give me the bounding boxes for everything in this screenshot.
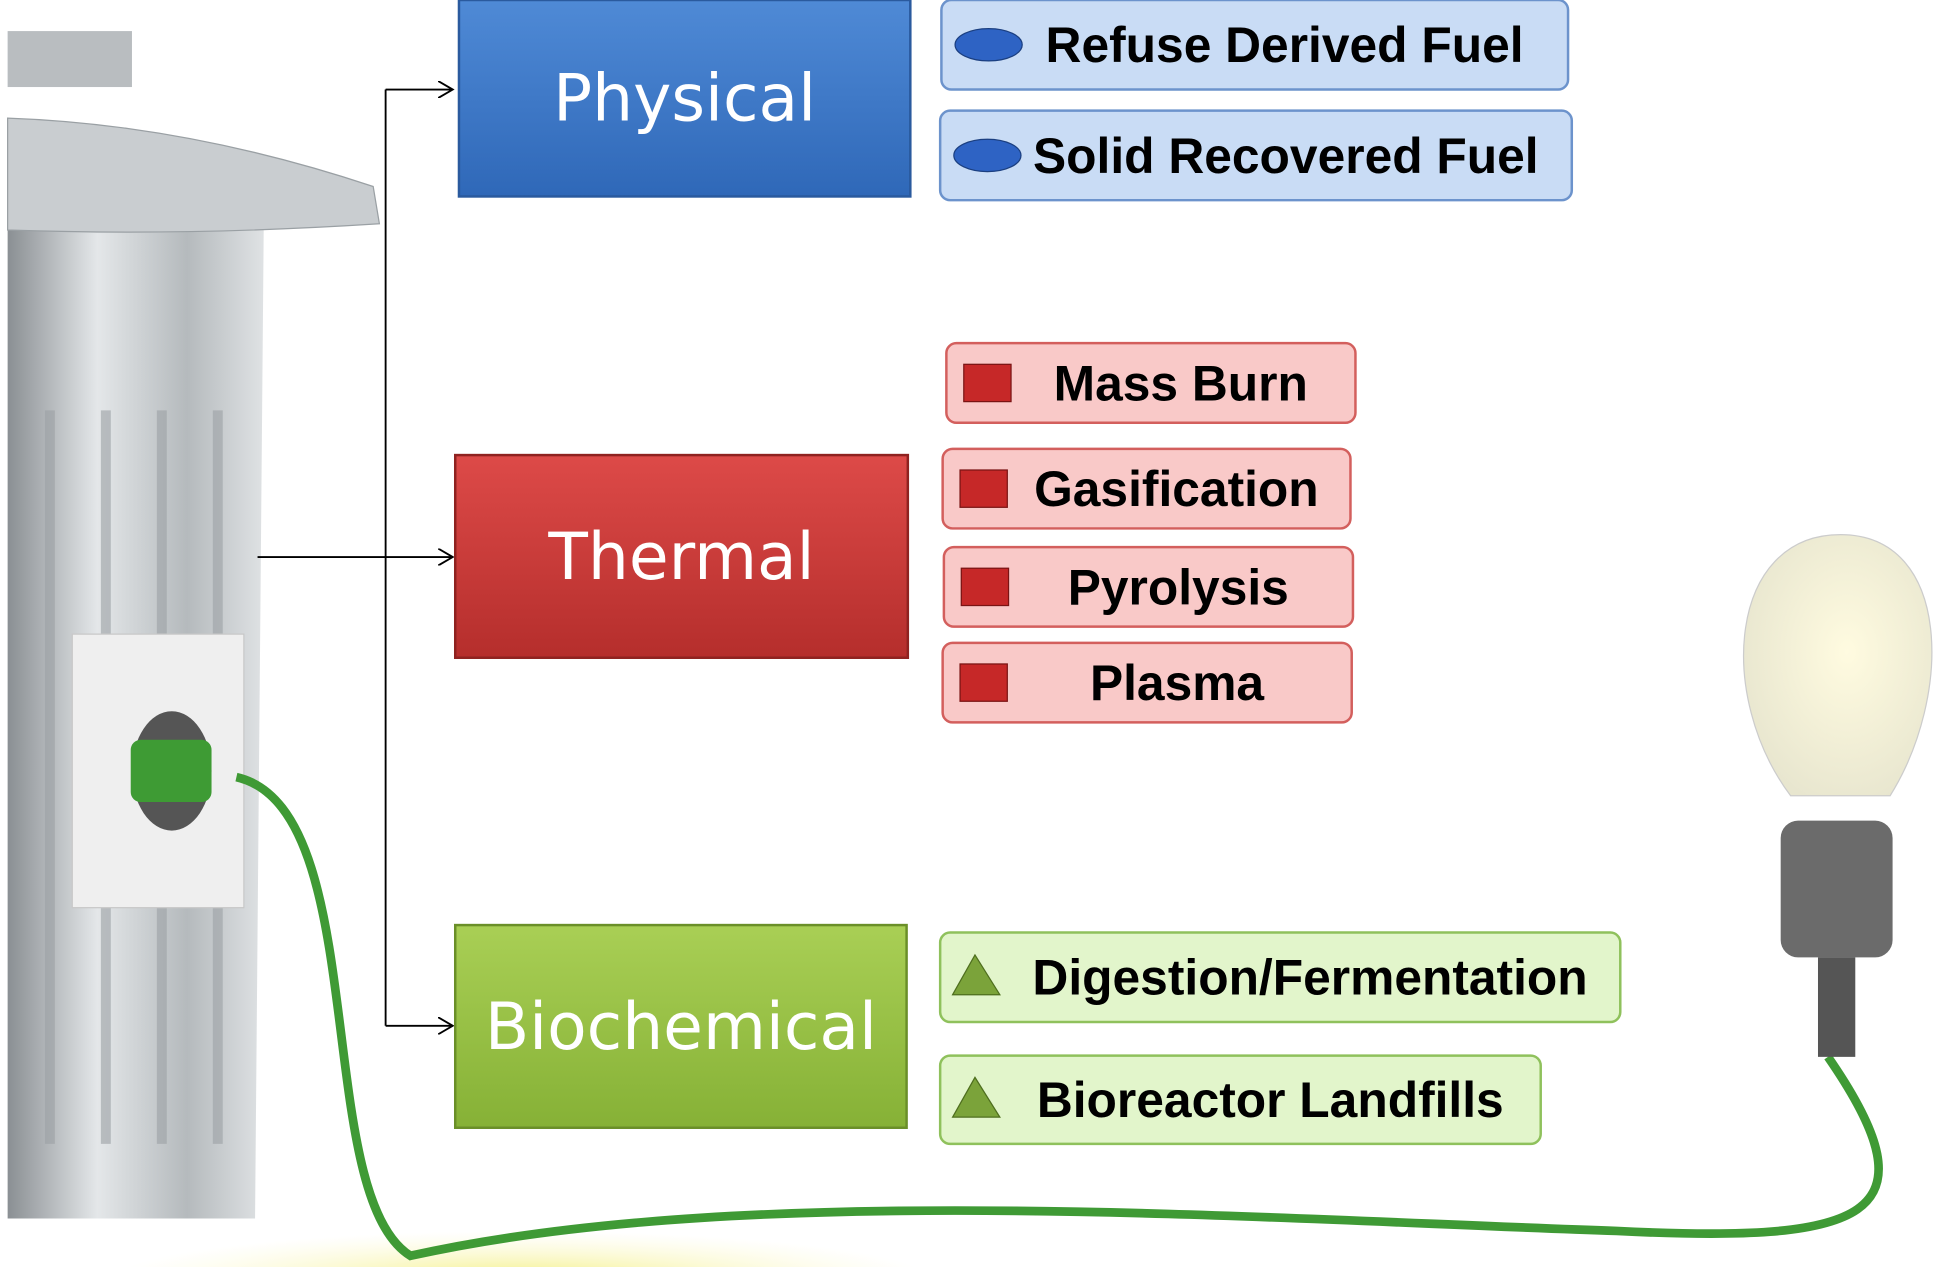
item-label: Solid Recovered Fuel bbox=[1033, 128, 1539, 184]
category-label: Biochemical bbox=[485, 990, 877, 1065]
item-label: Pyrolysis bbox=[1068, 559, 1289, 615]
bullet bbox=[964, 364, 1011, 401]
bullet bbox=[954, 139, 1021, 171]
category-label: Thermal bbox=[547, 520, 814, 595]
bullet bbox=[961, 568, 1008, 605]
diagram: Physical Refuse Derived Fuel Solid Recover… bbox=[0, 0, 1940, 1267]
item-label: Digestion/Fermentation bbox=[1032, 950, 1587, 1006]
connectors bbox=[258, 90, 453, 1026]
item-label: Refuse Derived Fuel bbox=[1046, 17, 1524, 73]
bullet bbox=[960, 664, 1007, 701]
page: {"categories":[ {"label":"Physical","ite… bbox=[0, 0, 1940, 1267]
item-label: Plasma bbox=[1090, 655, 1264, 711]
item-label: Mass Burn bbox=[1054, 355, 1308, 411]
bullet bbox=[960, 470, 1007, 507]
item-label: Gasification bbox=[1034, 461, 1319, 517]
bullet bbox=[955, 29, 1022, 61]
item-label: Bioreactor Landfills bbox=[1037, 1072, 1504, 1128]
category-label: Physical bbox=[553, 62, 816, 137]
